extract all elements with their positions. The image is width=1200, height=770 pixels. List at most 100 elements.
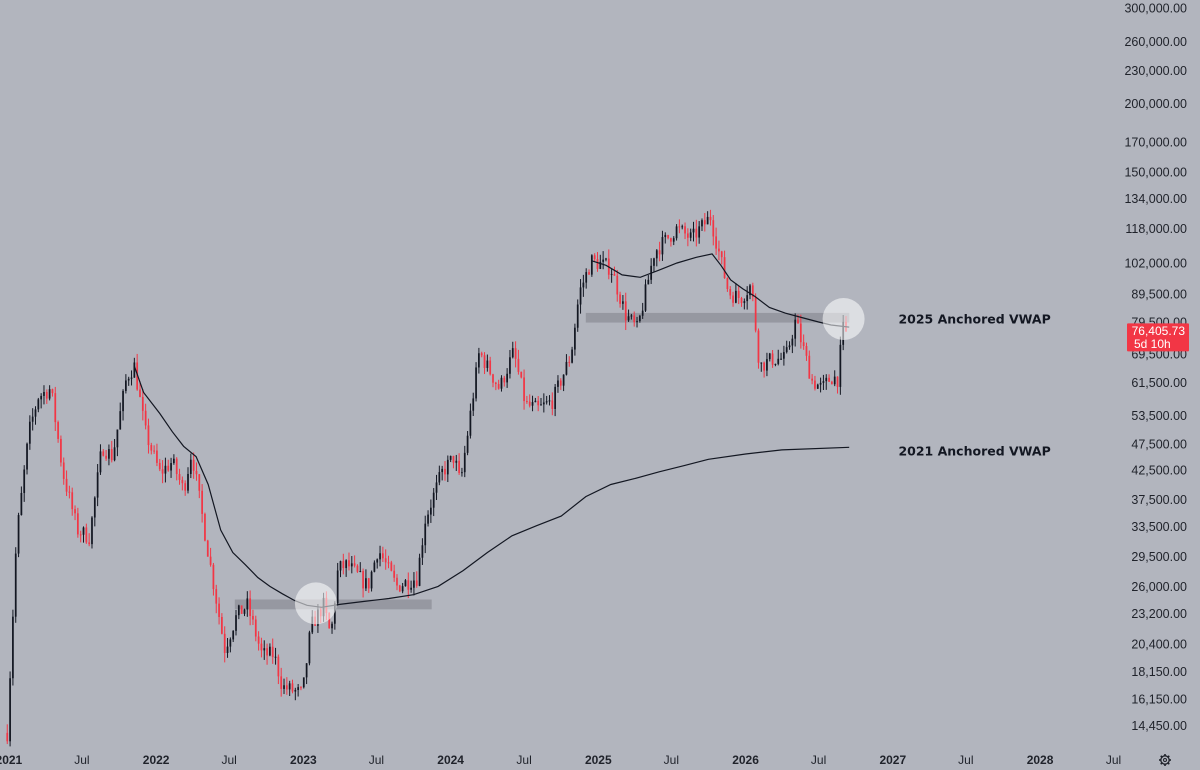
candle bbox=[636, 316, 638, 328]
candle bbox=[175, 457, 178, 481]
candle bbox=[509, 349, 511, 379]
candle bbox=[71, 487, 74, 516]
candle bbox=[749, 283, 751, 300]
y-tick-label: 16,150.00 bbox=[1131, 693, 1187, 707]
candle bbox=[469, 403, 472, 439]
candle bbox=[723, 250, 726, 279]
candle bbox=[593, 253, 596, 262]
candle bbox=[147, 418, 150, 454]
candle bbox=[367, 577, 370, 593]
candle bbox=[427, 510, 429, 527]
candle bbox=[763, 361, 765, 378]
candle bbox=[68, 485, 71, 499]
candle bbox=[204, 512, 206, 542]
candle bbox=[720, 250, 723, 265]
candle bbox=[681, 224, 684, 230]
candle bbox=[475, 362, 477, 402]
candle bbox=[825, 374, 828, 390]
gear-icon[interactable] bbox=[1159, 754, 1171, 766]
candle bbox=[619, 291, 621, 308]
candle bbox=[579, 279, 582, 314]
candle bbox=[26, 442, 28, 475]
highlight-layer bbox=[294, 298, 865, 625]
candle bbox=[689, 228, 692, 242]
candle bbox=[396, 574, 398, 591]
candle bbox=[449, 455, 452, 463]
candle bbox=[441, 465, 444, 481]
candle bbox=[173, 454, 175, 465]
candle bbox=[407, 572, 410, 599]
candle bbox=[116, 429, 119, 457]
candle bbox=[605, 257, 607, 262]
candle bbox=[788, 341, 791, 350]
candle bbox=[438, 465, 441, 486]
zones-layer bbox=[234, 312, 850, 610]
x-tick-label: 2025 bbox=[585, 753, 612, 767]
candle bbox=[91, 516, 93, 549]
candle bbox=[819, 377, 822, 393]
x-tick-label: 2027 bbox=[879, 753, 906, 767]
y-tick-label: 23,200.00 bbox=[1131, 607, 1187, 621]
candle bbox=[574, 323, 576, 356]
candle bbox=[105, 449, 107, 461]
candle bbox=[506, 368, 508, 388]
candle bbox=[79, 530, 82, 543]
candle bbox=[526, 395, 528, 404]
vwap-line bbox=[133, 365, 850, 608]
y-tick-label: 170,000.00 bbox=[1124, 136, 1187, 150]
candle bbox=[365, 569, 367, 592]
candle bbox=[726, 277, 729, 292]
candle bbox=[51, 388, 54, 397]
candle bbox=[802, 334, 805, 350]
candle bbox=[294, 687, 297, 701]
candle bbox=[565, 354, 568, 376]
candle bbox=[339, 560, 342, 578]
candle bbox=[777, 349, 780, 366]
candle bbox=[452, 455, 455, 469]
candle bbox=[249, 590, 252, 626]
candle bbox=[288, 680, 291, 697]
vwap-line bbox=[591, 253, 850, 328]
candle bbox=[65, 470, 68, 497]
x-tick-label: Jul bbox=[369, 753, 384, 767]
candle bbox=[528, 394, 531, 408]
candle bbox=[678, 219, 681, 234]
candle bbox=[633, 311, 636, 327]
candle bbox=[381, 546, 384, 563]
candle bbox=[740, 296, 743, 307]
candle bbox=[534, 397, 537, 403]
y-tick-label: 33,500.00 bbox=[1131, 520, 1187, 534]
candle bbox=[221, 613, 223, 635]
candle bbox=[187, 467, 189, 494]
price-axis[interactable]: 300,000.00 260,000.00 230,000.00 200,000.00… bbox=[1124, 1, 1187, 733]
candle bbox=[43, 385, 45, 405]
vwap-annotation: 2025 Anchored VWAP bbox=[898, 311, 1050, 326]
candle bbox=[480, 351, 483, 358]
candle bbox=[20, 486, 23, 516]
x-tick-label: 2023 bbox=[290, 753, 317, 767]
candle bbox=[285, 677, 288, 695]
x-tick-label: Jul bbox=[516, 753, 531, 767]
y-tick-label: 150,000.00 bbox=[1124, 165, 1187, 179]
candle bbox=[246, 591, 249, 617]
candle bbox=[557, 375, 559, 393]
vwap-layer bbox=[133, 253, 850, 608]
candle bbox=[746, 286, 749, 310]
candle bbox=[698, 221, 701, 244]
candle bbox=[650, 258, 653, 284]
candle bbox=[93, 496, 96, 527]
candle bbox=[415, 571, 418, 588]
candle bbox=[237, 604, 240, 620]
candle bbox=[130, 370, 133, 386]
y-tick-label: 20,400.00 bbox=[1131, 637, 1187, 651]
y-tick-label: 61,500.00 bbox=[1131, 376, 1187, 390]
candle bbox=[410, 580, 412, 593]
candle bbox=[822, 374, 825, 391]
candle bbox=[599, 254, 602, 270]
candle bbox=[300, 686, 302, 691]
candle bbox=[828, 374, 830, 383]
candle bbox=[833, 370, 836, 387]
time-axis[interactable]: 2021 Jul 2022 Jul 2023 Jul 2024 Jul 2025 Jul 2026 J… bbox=[0, 753, 1121, 767]
